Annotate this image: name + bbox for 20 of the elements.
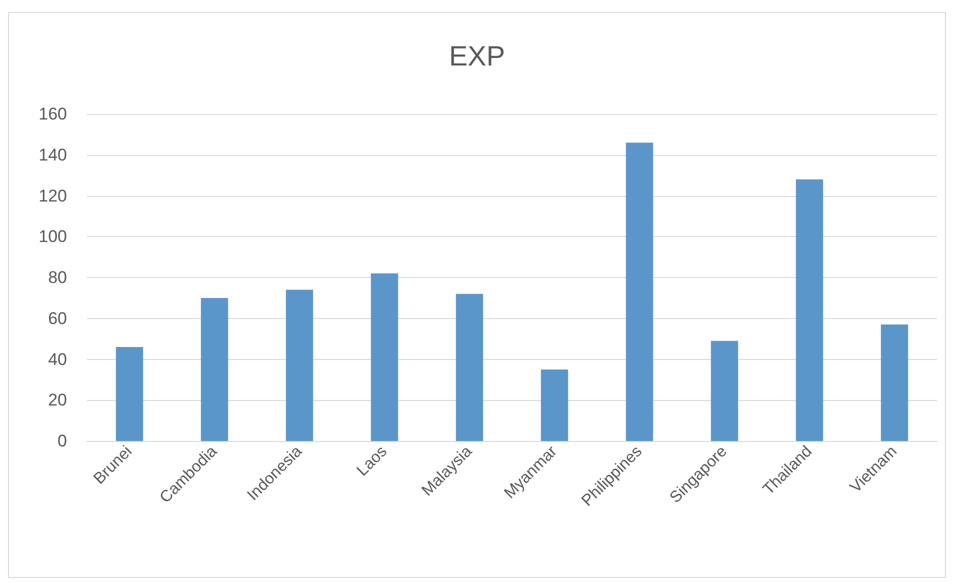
chart-title: EXP bbox=[448, 40, 506, 72]
y-tick-label: 20 bbox=[48, 390, 67, 410]
y-tick-label: 100 bbox=[38, 227, 67, 246]
bar bbox=[880, 324, 908, 441]
bar bbox=[796, 179, 824, 441]
y-tick-label: 80 bbox=[48, 268, 67, 287]
bar bbox=[626, 142, 654, 441]
bar bbox=[370, 273, 398, 441]
bar bbox=[286, 290, 314, 441]
y-tick-label: 60 bbox=[48, 308, 67, 328]
bar bbox=[456, 294, 484, 441]
y-tick-label: 140 bbox=[38, 145, 67, 164]
bar bbox=[116, 346, 144, 441]
bar bbox=[540, 369, 568, 441]
y-tick-label: 120 bbox=[38, 186, 67, 206]
bar bbox=[710, 340, 738, 441]
y-tick-label: 160 bbox=[38, 104, 67, 124]
bar bbox=[200, 298, 228, 441]
y-tick-label: 40 bbox=[48, 350, 67, 369]
y-tick-label: 0 bbox=[58, 432, 67, 450]
